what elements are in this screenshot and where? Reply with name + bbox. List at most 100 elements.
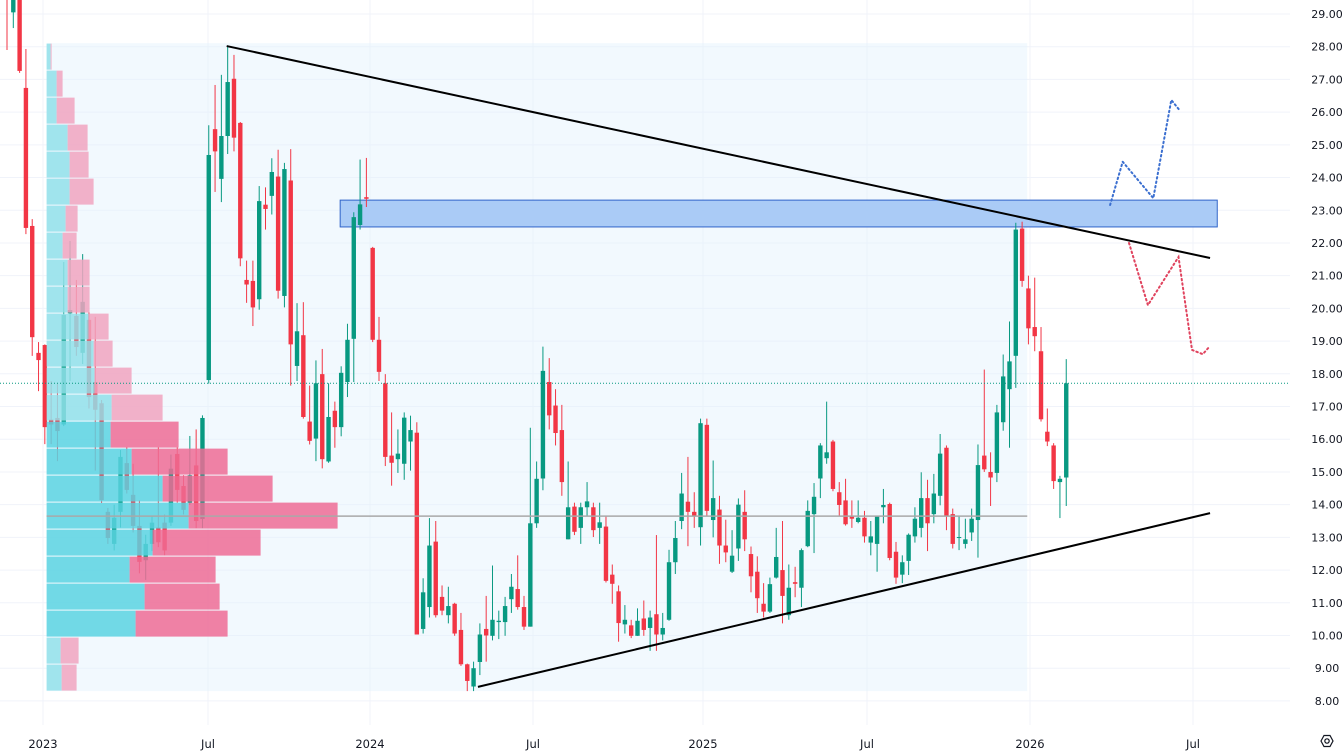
profile-down-volume-bar	[162, 475, 273, 502]
candle-body	[874, 516, 880, 544]
candle-body	[855, 517, 861, 522]
profile-up-volume-bar	[46, 340, 94, 367]
candle-body	[231, 78, 237, 138]
candle	[408, 415, 413, 471]
candle-body	[849, 516, 855, 519]
date-tick-label: Jul	[525, 737, 540, 751]
candle	[1038, 327, 1044, 422]
candle-body	[780, 570, 785, 596]
support-trendline[interactable]	[477, 512, 1211, 688]
candle-body	[931, 493, 937, 515]
resistance-zone[interactable]	[339, 199, 1218, 228]
candle-body	[647, 617, 653, 628]
candle-body	[439, 596, 445, 611]
profile-down-volume-bar	[135, 610, 228, 637]
price-tick-label: 18.00	[1311, 368, 1342, 381]
candle	[906, 533, 911, 575]
candle	[774, 527, 779, 579]
price-axis[interactable]: 29.00 28.00 27.00 26.00 25.00 24.00 23.00 22.00…	[1311, 8, 1342, 708]
profile-up-volume-bar	[46, 178, 70, 205]
candle-body	[616, 591, 621, 624]
candle	[420, 578, 426, 634]
profile-down-volume-bar	[93, 340, 113, 367]
candle	[338, 366, 344, 437]
candle	[818, 443, 823, 499]
candle-body	[288, 180, 293, 345]
candle	[710, 460, 716, 538]
price-tick-label: 29.00	[1311, 8, 1342, 21]
resistance-trendline[interactable]	[226, 45, 1211, 259]
candle	[578, 502, 583, 544]
candle-body	[818, 445, 823, 479]
candle-body	[1000, 376, 1006, 423]
candle-body	[654, 614, 659, 635]
candle-body	[679, 493, 684, 522]
candle	[395, 429, 401, 473]
candle-body	[465, 664, 470, 681]
candle	[767, 577, 773, 613]
candle	[628, 619, 634, 639]
candle-body	[710, 498, 716, 521]
candle	[446, 586, 451, 624]
candle-body	[238, 122, 243, 259]
candle-body	[42, 345, 48, 428]
candle-body	[402, 417, 407, 464]
candle-body	[263, 204, 268, 209]
candle	[490, 565, 495, 641]
time-axis[interactable]: 2023 Jul 2024 Jul 2025 Jul 2026 Jul	[28, 737, 1200, 751]
candle-body	[1051, 445, 1056, 482]
profile-up-volume-bar	[46, 610, 136, 637]
candle	[320, 348, 325, 469]
profile-down-volume-bar	[88, 313, 109, 340]
candle	[868, 521, 873, 556]
candle-body	[326, 416, 331, 462]
candle-body	[792, 582, 798, 584]
candle-body	[578, 507, 583, 528]
volume-profile-row	[46, 367, 132, 394]
profile-up-volume-bar	[46, 313, 89, 340]
candle	[1051, 443, 1056, 489]
candle	[263, 187, 268, 230]
candle-body	[275, 176, 281, 291]
resistance-zone-rect[interactable]	[339, 199, 1218, 228]
candle-body	[628, 625, 634, 636]
candle-body	[956, 537, 962, 539]
candle-body	[805, 510, 810, 547]
profile-down-volume-bar	[67, 286, 90, 313]
candle	[748, 546, 754, 593]
candle	[855, 500, 861, 524]
candle	[502, 596, 508, 636]
price-tick-label: 26.00	[1311, 106, 1342, 119]
candle-body	[338, 372, 344, 428]
candle	[452, 602, 457, 636]
candle-body	[509, 586, 514, 600]
bullish-projection-path[interactable]	[1109, 97, 1182, 206]
candle	[1032, 277, 1037, 352]
candle	[206, 125, 211, 384]
profile-down-volume-bar	[60, 637, 79, 664]
candle-body	[553, 405, 558, 434]
drawings[interactable]	[0, 45, 1290, 688]
candle	[540, 346, 546, 491]
candle-body	[17, 0, 22, 71]
candle-body	[969, 518, 974, 533]
candle	[673, 521, 678, 574]
settings-icon[interactable]	[1320, 734, 1334, 748]
candle	[736, 498, 741, 561]
candle	[723, 519, 728, 563]
candle	[244, 260, 249, 303]
profile-down-volume-bar	[110, 421, 179, 448]
bearish-projection-path[interactable]	[1128, 242, 1211, 356]
candle-body	[11, 0, 16, 13]
volume-profile-row	[46, 205, 78, 232]
candle-body	[269, 171, 275, 196]
candle-body	[786, 587, 792, 616]
candle	[1045, 408, 1050, 447]
volume-profile-row	[46, 70, 63, 97]
candle	[963, 518, 968, 549]
candle	[275, 149, 281, 299]
profile-up-volume-bar	[46, 664, 62, 691]
price-tick-label: 28.00	[1311, 41, 1342, 54]
candle	[496, 610, 501, 640]
